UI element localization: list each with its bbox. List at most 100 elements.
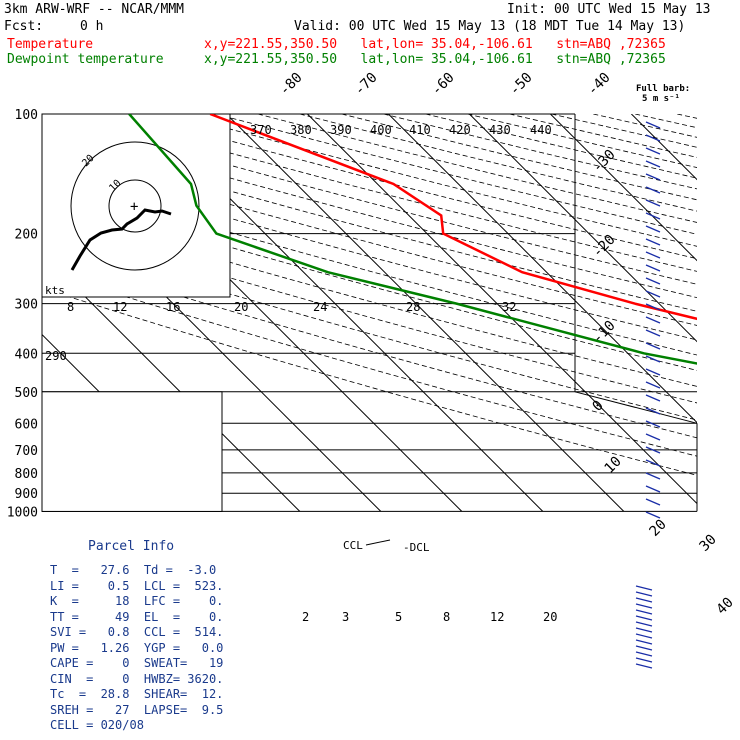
wind-barb-staff — [645, 329, 661, 337]
wind-barb-staff — [645, 238, 661, 246]
theta-label-410: 410 — [409, 123, 431, 137]
wind-barb-staff — [645, 277, 661, 285]
wind-barb-staff — [645, 355, 661, 363]
pressure-label-200: 200 — [15, 228, 38, 243]
wind-barb-staff — [645, 433, 661, 441]
parcel-info-row: CAPE = 0 SWEAT= 19 — [50, 656, 224, 670]
wind-barb-staff — [645, 511, 661, 519]
wind-barb-staff — [635, 633, 653, 639]
hodograph-speed-label-28: 28 — [406, 300, 420, 314]
dewpoint-location-info: x,y=221.55,350.50 lat,lon= 35.04,-106.61… — [204, 52, 666, 67]
wind-barb-staff — [645, 147, 661, 155]
wind-barb-staff — [635, 597, 653, 603]
isotherm-label--40: -40 — [585, 70, 614, 99]
wind-barb-staff — [635, 645, 653, 651]
wind-barb-staff — [635, 621, 653, 627]
wind-barb-staff — [645, 264, 661, 272]
isotherm-line — [388, 114, 697, 424]
wind-barb-staff — [645, 459, 661, 467]
parcel-info-title: Parcel Info — [88, 539, 175, 554]
pressure-label-600: 600 — [15, 417, 38, 432]
pressure-label-800: 800 — [15, 467, 38, 482]
wind-barb-staff — [635, 639, 653, 645]
hodograph-unit-label: kts — [45, 284, 65, 297]
hodograph-speed-label-32: 32 — [502, 300, 516, 314]
full-barb-label: Full barb: — [636, 84, 691, 94]
full-barb-unit: 5 m s⁻¹ — [642, 94, 680, 104]
theta-label-290: 290 — [45, 349, 67, 363]
isotherm-line — [712, 114, 740, 511]
theta-label-380: 380 — [290, 123, 312, 137]
wind-barb-staff — [645, 472, 661, 480]
mixing-ratio-label-20: 20 — [543, 610, 557, 624]
dry-adiabat-line — [42, 149, 697, 326]
parcel-info-row: CIN = 0 HWBZ= 3620. — [50, 671, 224, 686]
dry-adiabat-line — [42, 136, 697, 312]
wind-barb-staff — [645, 498, 661, 506]
wind-barb-staff — [635, 651, 653, 657]
dry-adiabat-line — [42, 177, 697, 356]
wind-barb-staff — [645, 485, 661, 493]
hodograph-speed-label-12: 12 — [113, 300, 127, 314]
pressure-label-100: 100 — [15, 108, 38, 123]
theta-label-440: 440 — [530, 123, 552, 137]
ccl-marker-label: CCL — [343, 539, 363, 552]
parcel-info-row: TT = 49 EL = 0. — [50, 609, 224, 624]
parcel-info-row: SREH = 27 LAPSE= 9.5 — [50, 702, 224, 717]
wind-barb-staff — [645, 251, 661, 259]
wind-barb-staff — [645, 407, 661, 415]
model-title: 3km ARW-WRF -- NCAR/MMM — [4, 2, 185, 17]
parcel-info-row: Tc = 28.8 SHEAR= 12. — [50, 687, 224, 701]
parcel-info-row: LI = 0.5 LCL = 523. — [50, 578, 224, 593]
pressure-label-700: 700 — [15, 444, 38, 459]
isotherm-label--50: -50 — [507, 70, 536, 99]
wind-barb-staff — [645, 290, 661, 298]
dry-adiabat-line — [42, 287, 697, 476]
isotherm-label--10: -10 — [590, 318, 619, 347]
dry-adiabat-line — [48, 114, 697, 285]
hodograph-speed-label-16: 16 — [166, 300, 180, 314]
wind-barb-staff — [645, 446, 661, 454]
isotherm-label--70: -70 — [352, 70, 381, 99]
pressure-label-300: 300 — [15, 298, 38, 313]
temperature-curve — [209, 114, 697, 321]
wind-barbs — [635, 121, 661, 669]
isotherm-label-20: 20 — [647, 517, 670, 540]
isotherm-label-30: 30 — [697, 532, 720, 555]
wind-barb-staff — [635, 591, 653, 597]
hodograph-speed-label-24: 24 — [313, 300, 327, 314]
theta-label-400: 400 — [370, 123, 392, 137]
isotherm-label-0: 0 — [590, 398, 607, 415]
wind-barb-staff — [635, 603, 653, 609]
pressure-label-500: 500 — [15, 386, 38, 401]
pressure-label-1000: 1000 — [7, 505, 38, 520]
wind-barb-staff — [645, 381, 661, 389]
isotherm-line — [42, 252, 301, 512]
wind-barb-staff — [635, 615, 653, 621]
wind-barb-staff — [635, 663, 653, 669]
parcel-info-row: SVI = 0.8 CCL = 514. — [50, 625, 224, 639]
hodograph-ring-10 — [108, 179, 162, 233]
init-time: Init: 00 UTC Wed 15 May 13 — [507, 2, 711, 17]
isotherm-label--20: -20 — [590, 232, 619, 261]
mixing-ratio-label-8: 8 — [443, 610, 450, 624]
sounding-curves: CCL -DCL — [128, 114, 697, 554]
hodograph-trace — [70, 208, 172, 271]
pressure-label-900: 900 — [15, 487, 38, 502]
wind-barb-staff — [645, 186, 661, 194]
wind-barb-staff — [645, 225, 661, 233]
mixing-ratio-label-3: 3 — [342, 610, 349, 624]
parcel-info-row: K = 18 LFC = 0. — [50, 594, 224, 608]
parcel-info-frame — [41, 391, 223, 512]
temperature-location-info: x,y=221.55,350.50 lat,lon= 35.04,-106.61… — [204, 37, 666, 52]
hodograph-speed-label-8: 8 — [67, 300, 74, 314]
dewpoint-curve — [128, 114, 697, 365]
ccl-marker-line — [365, 539, 391, 546]
parcel-box-frame — [41, 391, 223, 512]
pressure-label-400: 400 — [15, 347, 38, 362]
isotherm-line — [550, 114, 697, 262]
dry-adiabat-line — [719, 114, 740, 520]
wind-barb-staff — [635, 657, 653, 663]
